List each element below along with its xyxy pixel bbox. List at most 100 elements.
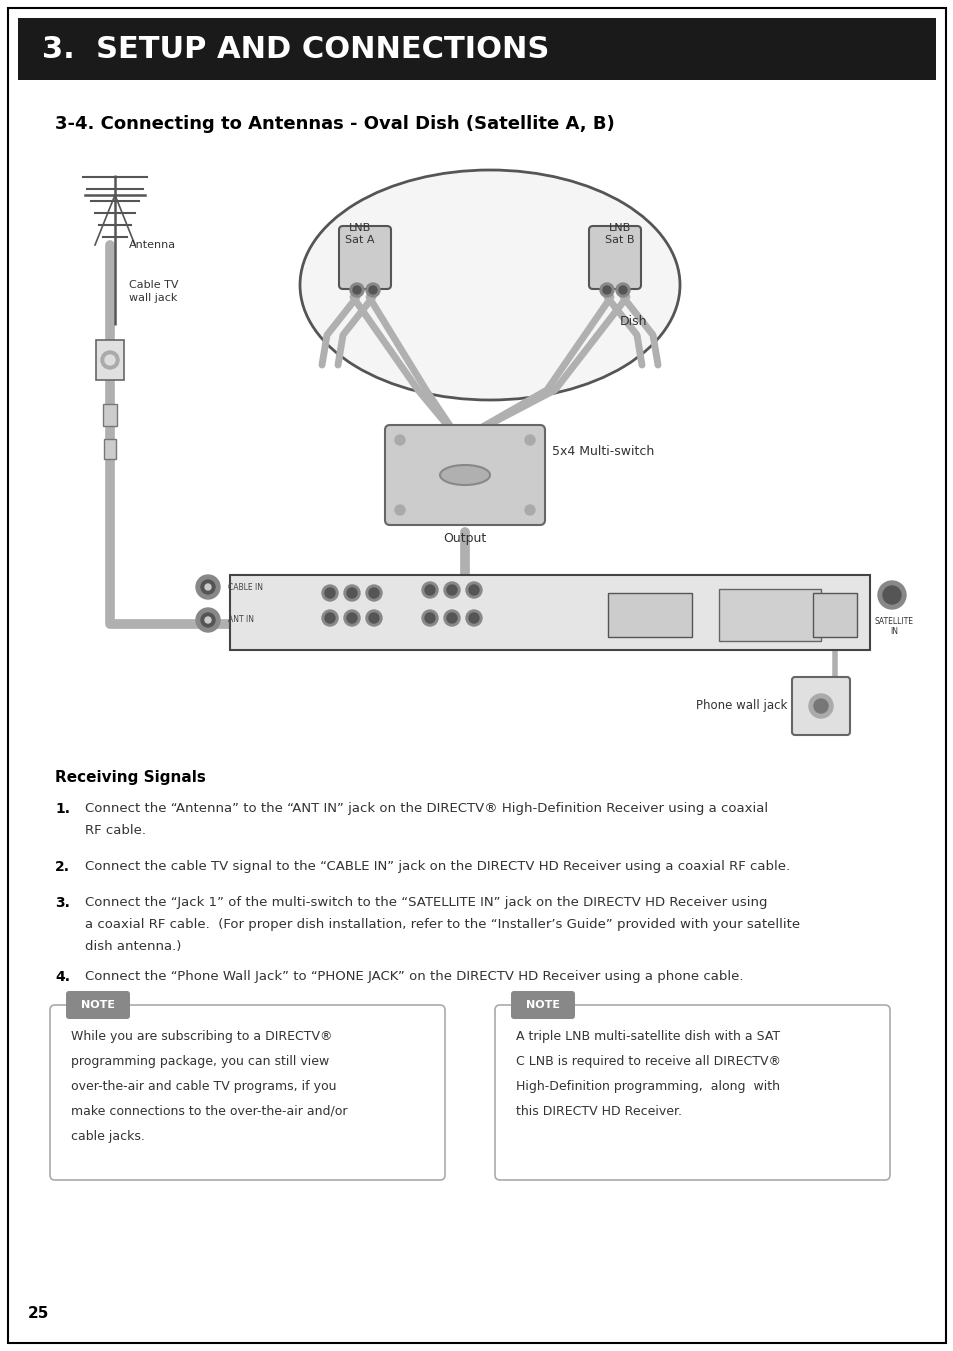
Text: a coaxial RF cable.  (For proper dish installation, refer to the “Installer’s Gu: a coaxial RF cable. (For proper dish ins… <box>85 917 800 931</box>
Text: Dish: Dish <box>619 315 647 328</box>
FancyBboxPatch shape <box>812 593 856 638</box>
Circle shape <box>469 585 478 594</box>
Circle shape <box>350 282 364 297</box>
Circle shape <box>469 613 478 623</box>
Circle shape <box>201 613 214 627</box>
FancyBboxPatch shape <box>495 1005 889 1179</box>
Circle shape <box>195 608 220 632</box>
Circle shape <box>421 611 437 626</box>
Text: Phone wall jack: Phone wall jack <box>695 700 786 712</box>
Text: dish antenna.): dish antenna.) <box>85 940 181 952</box>
Circle shape <box>808 694 832 717</box>
Circle shape <box>395 505 405 515</box>
Circle shape <box>344 585 359 601</box>
Text: Connect the “Antenna” to the “ANT IN” jack on the DIRECTV® High-Definition Recei: Connect the “Antenna” to the “ANT IN” ja… <box>85 802 767 815</box>
Text: High-Definition programming,  along  with: High-Definition programming, along with <box>516 1079 780 1093</box>
Text: Receiving Signals: Receiving Signals <box>55 770 206 785</box>
Circle shape <box>443 582 459 598</box>
Circle shape <box>616 282 629 297</box>
Circle shape <box>366 611 381 626</box>
Circle shape <box>882 586 900 604</box>
FancyBboxPatch shape <box>791 677 849 735</box>
Text: Antenna: Antenna <box>129 240 176 250</box>
Circle shape <box>201 580 214 594</box>
Circle shape <box>599 282 614 297</box>
Circle shape <box>369 588 378 598</box>
Circle shape <box>347 613 356 623</box>
FancyBboxPatch shape <box>719 589 821 640</box>
Text: 3.  SETUP AND CONNECTIONS: 3. SETUP AND CONNECTIONS <box>42 35 549 63</box>
FancyBboxPatch shape <box>338 226 391 289</box>
Text: this DIRECTV HD Receiver.: this DIRECTV HD Receiver. <box>516 1105 681 1119</box>
Text: 2.: 2. <box>55 861 70 874</box>
Circle shape <box>813 698 827 713</box>
FancyBboxPatch shape <box>104 439 116 459</box>
Text: 5x4 Multi-switch: 5x4 Multi-switch <box>552 444 654 458</box>
Circle shape <box>421 582 437 598</box>
Ellipse shape <box>439 465 490 485</box>
Circle shape <box>602 286 610 295</box>
Circle shape <box>369 286 376 295</box>
Circle shape <box>618 286 626 295</box>
FancyBboxPatch shape <box>103 404 117 426</box>
Circle shape <box>369 613 378 623</box>
Text: RF cable.: RF cable. <box>85 824 146 838</box>
Text: SATELLITE
IN: SATELLITE IN <box>874 617 913 636</box>
Text: LNB
Sat A: LNB Sat A <box>345 223 375 246</box>
Text: Connect the cable TV signal to the “CABLE IN” jack on the DIRECTV HD Receiver us: Connect the cable TV signal to the “CABL… <box>85 861 789 873</box>
Circle shape <box>353 286 360 295</box>
Text: C LNB is required to receive all DIRECTV®: C LNB is required to receive all DIRECTV… <box>516 1055 781 1069</box>
Text: cable jacks.: cable jacks. <box>71 1129 145 1143</box>
Circle shape <box>443 611 459 626</box>
Circle shape <box>325 588 335 598</box>
Circle shape <box>325 613 335 623</box>
FancyBboxPatch shape <box>588 226 640 289</box>
Circle shape <box>877 581 905 609</box>
Circle shape <box>447 585 456 594</box>
Text: 3.: 3. <box>55 896 70 911</box>
Text: Output: Output <box>443 532 486 544</box>
FancyBboxPatch shape <box>607 593 691 638</box>
FancyBboxPatch shape <box>50 1005 444 1179</box>
Text: make connections to the over-the-air and/or: make connections to the over-the-air and… <box>71 1105 347 1119</box>
Text: 25: 25 <box>28 1305 50 1320</box>
Text: A triple LNB multi-satellite dish with a SAT: A triple LNB multi-satellite dish with a… <box>516 1029 780 1043</box>
FancyBboxPatch shape <box>511 992 575 1019</box>
Ellipse shape <box>299 170 679 400</box>
Text: ANT IN: ANT IN <box>228 616 253 624</box>
Text: Cable TV
wall jack: Cable TV wall jack <box>129 280 178 303</box>
Text: Connect the “Jack 1” of the multi-switch to the “SATELLITE IN” jack on the DIREC: Connect the “Jack 1” of the multi-switch… <box>85 896 767 909</box>
Circle shape <box>366 282 379 297</box>
Circle shape <box>101 351 119 369</box>
Circle shape <box>524 505 535 515</box>
FancyBboxPatch shape <box>230 576 869 650</box>
Circle shape <box>322 585 337 601</box>
Text: programming package, you can still view: programming package, you can still view <box>71 1055 329 1069</box>
Circle shape <box>322 611 337 626</box>
Circle shape <box>424 613 435 623</box>
Circle shape <box>344 611 359 626</box>
FancyBboxPatch shape <box>385 426 544 526</box>
FancyBboxPatch shape <box>8 8 945 1343</box>
Text: While you are subscribing to a DIRECTV®: While you are subscribing to a DIRECTV® <box>71 1029 333 1043</box>
Text: CABLE IN: CABLE IN <box>228 582 263 592</box>
Text: 4.: 4. <box>55 970 70 984</box>
Circle shape <box>465 582 481 598</box>
Circle shape <box>447 613 456 623</box>
Circle shape <box>205 584 211 590</box>
Circle shape <box>347 588 356 598</box>
Circle shape <box>524 435 535 444</box>
Text: 1.: 1. <box>55 802 70 816</box>
Circle shape <box>105 355 115 365</box>
Text: Connect the “Phone Wall Jack” to “PHONE JACK” on the DIRECTV HD Receiver using a: Connect the “Phone Wall Jack” to “PHONE … <box>85 970 742 984</box>
Circle shape <box>395 435 405 444</box>
FancyBboxPatch shape <box>66 992 130 1019</box>
Circle shape <box>424 585 435 594</box>
Text: 3-4. Connecting to Antennas - Oval Dish (Satellite A, B): 3-4. Connecting to Antennas - Oval Dish … <box>55 115 614 132</box>
Circle shape <box>465 611 481 626</box>
Text: over-the-air and cable TV programs, if you: over-the-air and cable TV programs, if y… <box>71 1079 336 1093</box>
Circle shape <box>195 576 220 598</box>
Circle shape <box>205 617 211 623</box>
Circle shape <box>366 585 381 601</box>
Text: NOTE: NOTE <box>525 1000 559 1011</box>
